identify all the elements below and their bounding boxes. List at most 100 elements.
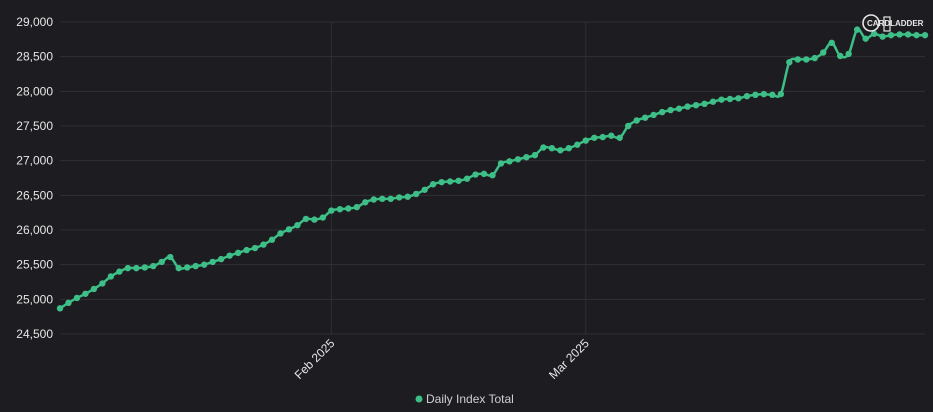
data-point[interactable] [158,258,165,266]
data-point[interactable] [150,262,157,270]
data-point[interactable] [845,50,852,58]
data-point[interactable] [480,170,488,178]
data-point[interactable] [345,205,352,212]
data-point[interactable] [277,230,284,237]
data-point[interactable] [387,195,394,202]
data-point[interactable] [887,31,895,39]
data-point[interactable] [879,33,886,40]
data-point[interactable] [311,216,318,223]
data-point[interactable] [692,102,700,109]
data-point[interactable] [658,108,666,116]
data-point[interactable] [133,264,140,272]
data-point[interactable] [667,106,674,114]
data-point[interactable] [294,221,301,229]
data-point[interactable] [175,264,182,272]
data-point[interactable] [90,285,98,293]
data-point[interactable] [506,158,513,165]
data-point[interactable] [446,178,454,185]
data-point[interactable] [574,141,581,148]
data-point[interactable] [701,100,708,108]
data-point[interactable] [794,56,801,63]
data-point[interactable] [523,154,530,161]
data-point[interactable] [217,255,225,263]
data-point[interactable] [904,31,912,38]
data-point[interactable] [540,144,547,151]
data-point[interactable] [811,54,818,62]
data-point[interactable] [650,111,657,119]
data-point[interactable] [557,147,564,154]
legend-label[interactable]: Daily Index Total [426,392,514,406]
data-point[interactable] [608,132,615,139]
data-point[interactable] [455,177,462,184]
data-point[interactable] [285,226,293,233]
data-point[interactable] [268,236,276,243]
data-point[interactable] [565,144,573,152]
data-point[interactable] [107,273,115,280]
data-point[interactable] [837,52,844,60]
data-point[interactable] [421,186,428,193]
data-point[interactable] [853,26,861,33]
data-point[interactable] [362,199,369,206]
data-point[interactable] [548,144,556,152]
data-point[interactable] [786,59,793,66]
data-point[interactable] [896,31,903,38]
data-point[interactable] [251,244,259,252]
data-point[interactable] [803,56,810,63]
data-point[interactable] [752,91,759,99]
data-point[interactable] [777,90,785,98]
data-point[interactable] [65,299,72,306]
data-point[interactable] [353,203,361,211]
data-point[interactable] [599,133,606,141]
data-point[interactable] [870,30,878,37]
data-point[interactable] [56,305,64,312]
data-point[interactable] [167,253,174,261]
data-point[interactable] [328,207,335,214]
data-point[interactable] [489,172,496,179]
data-point[interactable] [743,92,751,100]
data-point[interactable] [828,39,835,46]
data-point[interactable] [913,31,920,39]
data-point[interactable] [438,178,445,186]
data-point[interactable] [514,156,522,163]
data-point[interactable] [209,258,216,266]
data-point[interactable] [379,195,386,202]
data-point[interactable] [243,246,250,254]
data-point[interactable] [116,268,123,275]
data-point[interactable] [718,96,725,103]
data-point[interactable] [760,90,768,98]
data-point[interactable] [73,294,81,302]
data-point[interactable] [404,193,411,200]
data-point[interactable] [497,160,505,167]
data-point[interactable] [200,261,208,268]
data-point[interactable] [921,31,929,39]
data-point[interactable] [99,280,106,287]
data-point[interactable] [531,151,539,159]
data-point[interactable] [820,49,827,56]
data-point[interactable] [260,241,267,248]
data-point[interactable] [633,117,640,124]
data-point[interactable] [709,98,717,105]
data-point[interactable] [582,137,589,144]
data-point[interactable] [319,214,327,221]
data-point[interactable] [124,264,132,272]
data-point[interactable] [234,249,242,257]
data-point[interactable] [624,122,632,130]
data-point[interactable] [472,171,479,178]
data-point[interactable] [141,264,148,271]
data-point[interactable] [82,290,89,297]
data-point[interactable] [370,196,377,203]
data-point[interactable] [226,252,233,259]
legend[interactable]: Daily Index Total [415,392,514,406]
data-point[interactable] [591,134,598,141]
data-point[interactable] [184,264,191,271]
data-point[interactable] [412,190,420,198]
data-point[interactable] [396,194,403,201]
data-point[interactable] [192,262,199,270]
data-point[interactable] [336,206,344,213]
data-point[interactable] [769,91,776,99]
data-point[interactable] [641,114,649,121]
data-point[interactable] [726,95,734,103]
data-point[interactable] [735,95,742,102]
data-point[interactable] [302,215,310,223]
data-point[interactable] [429,181,437,188]
